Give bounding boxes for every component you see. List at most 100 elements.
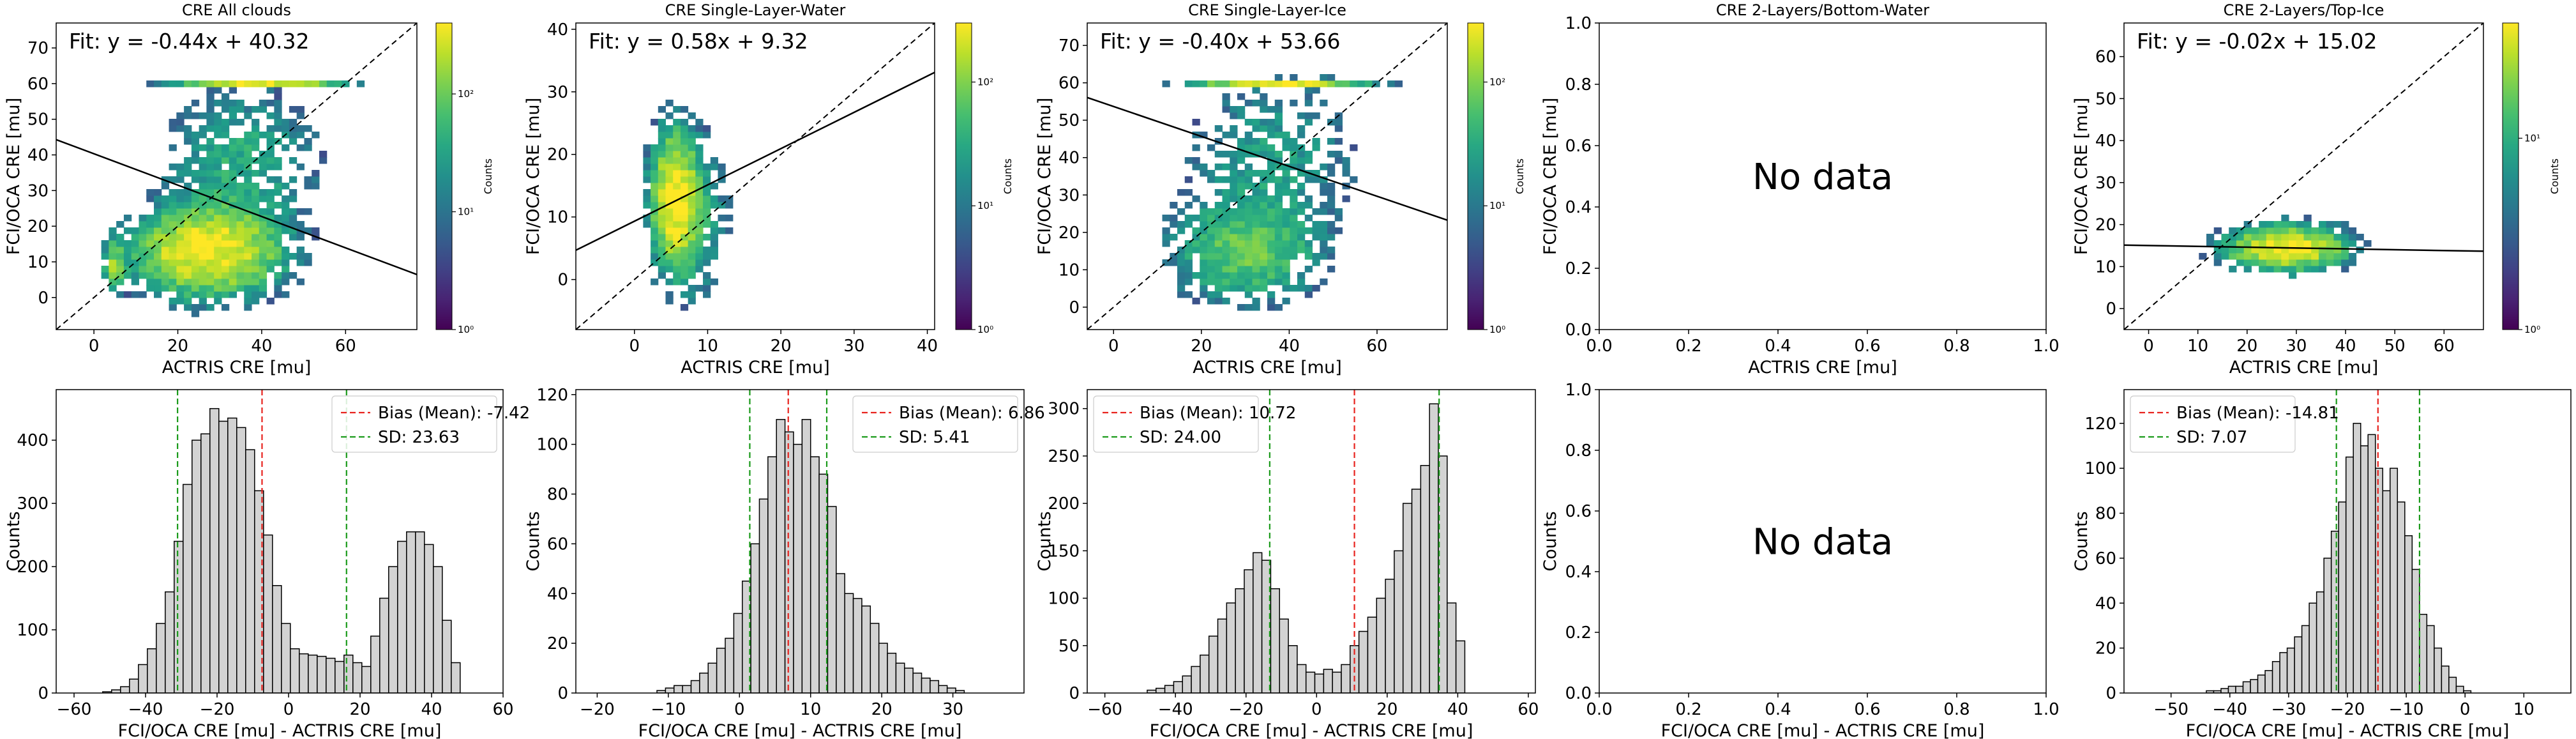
all-scatter-density-cell (206, 240, 215, 247)
top-ice-scatter-density-cell (2213, 240, 2222, 247)
all-scatter-density-cell (199, 240, 207, 247)
water-hist-x-axis-label: FCI/OCA CRE [mu] - ACTRIS CRE [mu] (638, 721, 962, 739)
ice-scatter-density-cell (1237, 80, 1246, 88)
ice-scatter-density-cell (1230, 132, 1238, 139)
all-scatter-density-cell (214, 208, 222, 215)
ice-scatter-density-cell (1207, 272, 1216, 279)
top-ice-hist-bar (2257, 674, 2266, 693)
water-scatter-density-cell (680, 221, 689, 228)
all-scatter-density-cell (184, 106, 192, 113)
top-ice-hist-bar (2434, 647, 2443, 693)
water-scatter-density-cell (703, 176, 711, 183)
ice-scatter-density-cell (1214, 259, 1223, 266)
all-scatter-density-cell (266, 157, 275, 164)
ice-scatter-density-cell (1214, 80, 1223, 88)
ice-scatter-density-cell (1297, 272, 1306, 279)
all-scatter-density-cell (326, 80, 335, 88)
ice-scatter-density-cell (1214, 208, 1223, 215)
water-scatter-density-cell (688, 240, 696, 247)
water-scatter-density-cell (688, 227, 696, 234)
top-ice-hist-x-tick-label: 10 (2513, 700, 2535, 719)
top-ice-scatter-density-cell (2251, 259, 2259, 266)
all-scatter-density-cell (266, 221, 275, 228)
ice-scatter-density-cell (1320, 100, 1328, 107)
top-ice-scatter-density-cell (2281, 215, 2289, 222)
water-scatter-density-cell (688, 144, 696, 151)
all-scatter-density-cell (206, 291, 215, 298)
all-scatter-density-cell (199, 266, 207, 273)
ice-scatter-density-cell (1267, 247, 1276, 254)
ice-scatter-density-cell (1297, 234, 1306, 241)
all-scatter-density-cell (236, 189, 245, 196)
top-ice-scatter-density-cell (2326, 253, 2334, 260)
all-scatter-density-cell (274, 291, 282, 298)
all-scatter-density-cell (266, 253, 275, 260)
water-scatter-density-cell (688, 285, 696, 292)
ice-scatter-x-tick-label: 20 (1191, 337, 1212, 356)
ice-scatter-density-cell (1267, 304, 1276, 311)
ice-scatter-density-cell (1267, 227, 1276, 234)
ice-scatter-density-cell (1267, 144, 1276, 151)
water-hist-bar (861, 605, 871, 693)
all-scatter-density-cell (274, 221, 282, 228)
all-scatter-density-cell (252, 119, 260, 126)
ice-scatter-density-cell (1312, 253, 1320, 260)
water-scatter-colorbar-label: Counts (1002, 158, 1014, 194)
all-scatter-x-tick-label: 40 (251, 337, 272, 356)
water-scatter-x-tick-label: 10 (697, 337, 718, 356)
ice-hist-bar (1191, 666, 1201, 693)
all-scatter-density-cell (176, 278, 185, 286)
ice-scatter-density-cell (1177, 208, 1186, 215)
all-scatter-density-cell (214, 272, 222, 279)
all-scatter-density-cell (259, 164, 267, 171)
all-hist-x-tick-label: −60 (57, 700, 92, 719)
water-scatter-density-cell (703, 291, 711, 298)
all-scatter-density-cell (154, 189, 162, 196)
water-scatter-density-cell (643, 164, 651, 171)
ice-scatter-density-cell (1207, 170, 1216, 177)
all-hist-bar (245, 449, 255, 693)
all-scatter-density-cell (282, 208, 290, 215)
top-ice-scatter-density-cell (2236, 247, 2245, 254)
all-scatter-density-cell (184, 189, 192, 196)
ice-scatter-density-cell (1274, 202, 1283, 209)
ice-scatter-density-cell (1260, 151, 1268, 158)
top-ice-scatter-density-cell (2348, 234, 2357, 241)
top-ice-hist-y-tick-label: 100 (2084, 459, 2116, 478)
all-hist-bar (281, 623, 291, 693)
ice-hist-x-tick-label: 60 (1518, 700, 1539, 719)
all-hist-bar (388, 566, 398, 693)
ice-scatter-density-cell (1214, 151, 1223, 158)
all-scatter-density-cell (214, 144, 222, 151)
all-scatter-density-cell (304, 259, 312, 266)
all-scatter-density-cell (236, 253, 245, 260)
top-ice-scatter-y-tick-label: 40 (2095, 132, 2116, 151)
water-scatter-density-cell (651, 119, 659, 126)
all-scatter-density-cell (244, 266, 252, 273)
water-scatter-density-cell (688, 291, 696, 298)
top-ice-scatter-density-cell (2303, 253, 2312, 260)
all-scatter-density-cell (116, 253, 124, 260)
ice-scatter-density-cell (1237, 234, 1246, 241)
top-ice-scatter-density-cell (2281, 259, 2289, 266)
water-scatter-density-cell (695, 285, 704, 292)
water-scatter-density-cell (665, 247, 674, 254)
top-ice-scatter-density-cell (2236, 227, 2245, 234)
all-scatter-density-cell (259, 234, 267, 241)
all-scatter-density-cell (176, 291, 185, 298)
top-ice-scatter-fit-line (2124, 244, 2483, 252)
all-scatter-density-cell (274, 119, 282, 126)
ice-hist-bar (1367, 616, 1378, 693)
ice-scatter-density-cell (1327, 247, 1336, 254)
all-scatter-density-cell (274, 176, 282, 183)
all-hist-bar (397, 540, 407, 693)
water-scatter-density-cell (725, 227, 734, 234)
ice-scatter-density-cell (1282, 272, 1290, 279)
all-scatter-density-cell (146, 259, 154, 266)
top-ice-hist-x-tick-label: −20 (2330, 700, 2365, 719)
all-scatter-density-cell (252, 189, 260, 196)
ice-scatter-density-cell (1222, 285, 1230, 292)
ice-scatter-density-cell (1207, 253, 1216, 260)
all-scatter-density-cell (221, 247, 230, 254)
